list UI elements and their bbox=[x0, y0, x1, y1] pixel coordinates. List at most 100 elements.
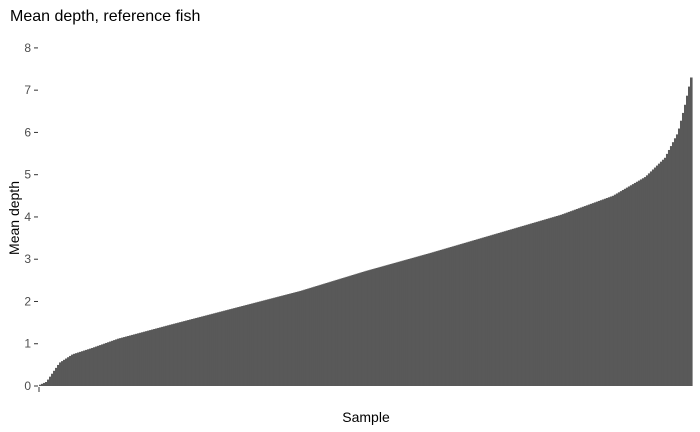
bar bbox=[159, 327, 162, 386]
bar bbox=[207, 314, 210, 386]
bar bbox=[689, 77, 693, 386]
bar bbox=[167, 325, 170, 386]
bar bbox=[685, 95, 689, 386]
y-tick-label: 1 bbox=[24, 337, 31, 351]
bar bbox=[371, 269, 375, 386]
bar bbox=[597, 200, 601, 386]
bar bbox=[83, 350, 86, 386]
bar bbox=[153, 329, 156, 386]
bar bbox=[613, 194, 617, 386]
bar bbox=[265, 299, 268, 386]
bar bbox=[567, 211, 571, 386]
bar bbox=[423, 254, 427, 386]
bar bbox=[429, 252, 433, 386]
bar bbox=[39, 384, 42, 386]
bar bbox=[493, 234, 497, 386]
bar bbox=[369, 269, 373, 386]
bar bbox=[63, 359, 66, 386]
bar bbox=[311, 287, 315, 386]
bar bbox=[235, 307, 238, 386]
bar bbox=[113, 340, 116, 386]
bar bbox=[681, 112, 685, 386]
y-tick-label: 5 bbox=[24, 168, 31, 182]
bar bbox=[189, 319, 192, 386]
bar bbox=[447, 247, 451, 386]
bar bbox=[585, 205, 589, 386]
bar bbox=[683, 104, 687, 387]
bar bbox=[545, 218, 549, 386]
bar bbox=[657, 163, 661, 386]
bar bbox=[665, 153, 669, 386]
bar bbox=[213, 313, 216, 386]
bar bbox=[651, 169, 655, 386]
bar bbox=[327, 282, 331, 386]
bar bbox=[267, 299, 270, 386]
bar bbox=[501, 231, 505, 386]
bar bbox=[89, 348, 92, 386]
bar bbox=[81, 351, 84, 386]
bar bbox=[555, 216, 559, 386]
bar bbox=[593, 202, 597, 386]
bar bbox=[517, 227, 521, 386]
bar bbox=[103, 343, 106, 386]
bar bbox=[587, 204, 591, 386]
bar bbox=[209, 314, 212, 386]
plot-area bbox=[39, 77, 693, 387]
bar bbox=[239, 306, 242, 386]
bar bbox=[633, 182, 637, 386]
bar bbox=[271, 298, 274, 386]
bar bbox=[145, 331, 148, 386]
bar bbox=[509, 229, 513, 386]
bar bbox=[335, 279, 339, 386]
bar bbox=[639, 179, 643, 386]
bar bbox=[225, 310, 228, 386]
bar bbox=[191, 318, 194, 386]
bar bbox=[577, 208, 581, 386]
y-tick-label: 3 bbox=[24, 252, 31, 266]
bar bbox=[519, 226, 523, 386]
bar bbox=[475, 239, 479, 386]
bar bbox=[283, 295, 286, 386]
bar bbox=[105, 342, 108, 386]
bar bbox=[355, 273, 359, 386]
bar bbox=[609, 196, 613, 386]
bar bbox=[671, 142, 675, 386]
bar bbox=[675, 134, 679, 386]
bar bbox=[445, 248, 449, 386]
bar bbox=[203, 315, 206, 386]
bar bbox=[139, 332, 142, 386]
bar bbox=[55, 367, 58, 386]
bar bbox=[649, 171, 653, 386]
bar bbox=[165, 325, 168, 386]
bar bbox=[595, 201, 599, 386]
bar bbox=[375, 267, 379, 386]
bar bbox=[413, 257, 417, 386]
bar bbox=[521, 225, 525, 386]
bar bbox=[621, 189, 625, 386]
bar bbox=[349, 275, 353, 386]
bar bbox=[231, 308, 234, 386]
bar bbox=[353, 274, 357, 386]
bar bbox=[393, 262, 397, 386]
bar bbox=[471, 240, 475, 386]
bar bbox=[637, 180, 641, 386]
y-tick-label: 2 bbox=[24, 294, 31, 308]
bar bbox=[61, 361, 64, 386]
bar bbox=[611, 195, 615, 386]
bar bbox=[603, 198, 607, 386]
bar bbox=[477, 238, 481, 386]
bar bbox=[489, 235, 493, 386]
bar bbox=[171, 324, 174, 386]
bar bbox=[495, 233, 499, 386]
bar bbox=[67, 357, 70, 386]
y-tick-label: 7 bbox=[24, 83, 31, 97]
bar bbox=[343, 277, 347, 386]
bar bbox=[87, 349, 90, 386]
bar bbox=[591, 203, 595, 386]
bar bbox=[399, 261, 403, 386]
bar bbox=[673, 138, 677, 386]
bar bbox=[71, 354, 74, 386]
bar bbox=[75, 353, 78, 386]
bar bbox=[455, 245, 459, 386]
bar bbox=[539, 220, 543, 386]
